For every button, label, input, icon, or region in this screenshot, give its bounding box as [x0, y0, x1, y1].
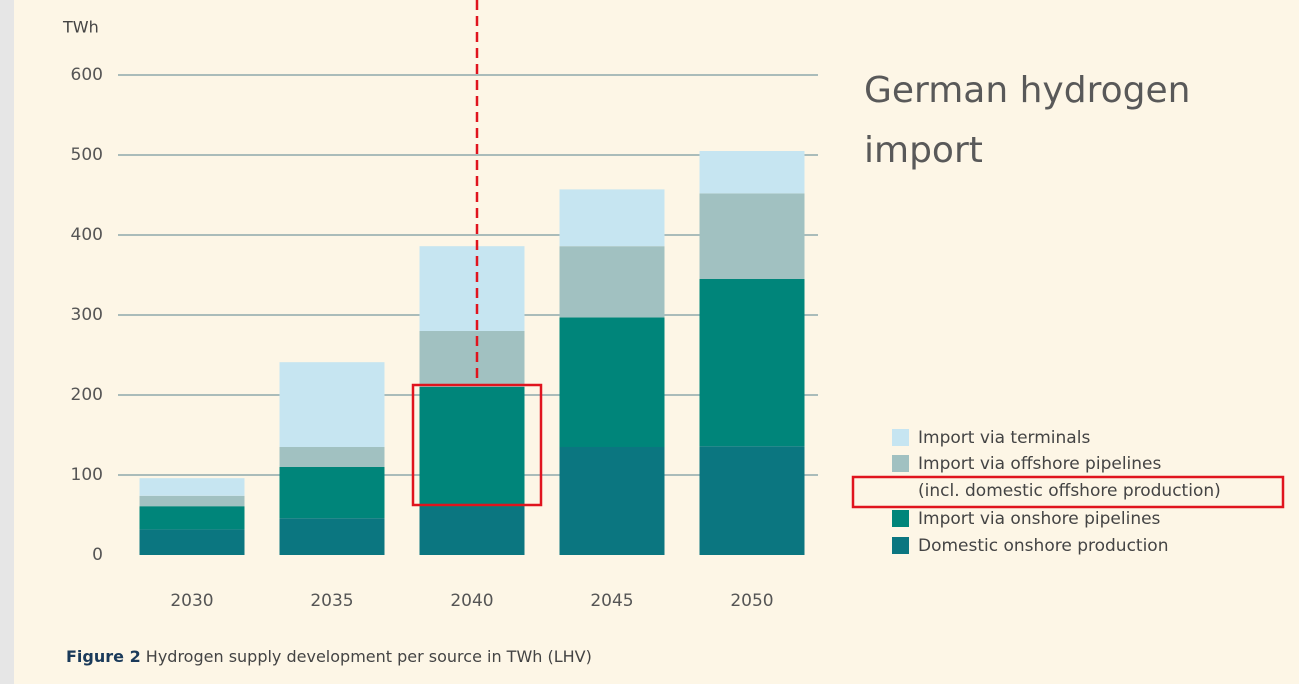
legend-label: Domestic onshore production	[918, 536, 1168, 556]
caption-label: Figure 2	[66, 647, 141, 666]
bar-segment	[559, 317, 665, 447]
plot: 0 100 200 300 400 500 600 2030 2035 2040 2045 2050 I…	[71, 65, 1221, 611]
bar-segment	[279, 467, 385, 519]
bar-segment	[139, 529, 245, 555]
legend-label: Import via onshore pipelines	[918, 509, 1161, 529]
bar-segment	[419, 507, 525, 555]
x-tick-label: 2050	[730, 591, 773, 611]
x-tick-label: 2035	[310, 591, 353, 611]
y-tick-label: 200	[71, 385, 103, 405]
annotation: import	[864, 130, 983, 171]
x-tick-label: 2045	[590, 591, 633, 611]
bar-segment	[139, 478, 245, 496]
left-strip	[0, 0, 14, 684]
legend-label: Import via terminals	[918, 428, 1090, 448]
y-tick-label: 400	[71, 225, 103, 245]
legend-swatch	[892, 429, 909, 446]
bar-segment	[279, 362, 385, 447]
bar-segment	[559, 447, 665, 555]
y-tick-label: 300	[71, 305, 103, 325]
y-tick-label: 0	[92, 545, 103, 565]
legend-label: Import via offshore pipelines	[918, 454, 1161, 474]
x-tick-label: 2030	[170, 591, 213, 611]
bar-segment	[139, 495, 245, 507]
x-tick-label: 2040	[450, 591, 493, 611]
bar-segment	[699, 446, 805, 555]
bar-segment	[279, 447, 385, 467]
legend-swatch	[892, 510, 909, 527]
bar-segment	[699, 151, 805, 194]
bar-segment	[699, 193, 805, 279]
caption: Figure 2 Hydrogen supply development per…	[66, 647, 592, 666]
y-tick-label: 600	[71, 65, 103, 85]
legend-note: (incl. domestic offshore production)	[918, 481, 1221, 501]
bar-segment	[279, 518, 385, 555]
bar-segment	[559, 246, 665, 318]
y-tick-label: 100	[71, 465, 103, 485]
bar-segment	[419, 331, 525, 387]
overlay	[411, 0, 1285, 509]
legend-swatch	[892, 537, 909, 554]
legend-swatch	[892, 455, 909, 472]
bar-segment	[419, 246, 525, 331]
highlight-box	[411, 383, 543, 507]
annotation: German hydrogen	[864, 70, 1190, 111]
bar-segment	[699, 279, 805, 447]
y-tick-label: 500	[71, 145, 103, 165]
bar-segment	[559, 189, 665, 247]
bar-segment	[419, 387, 525, 507]
bar-segment	[139, 506, 245, 530]
y-axis-label: TWh	[62, 18, 99, 37]
caption-text: Hydrogen supply development per source i…	[146, 647, 592, 666]
highlight-box	[851, 475, 1285, 509]
